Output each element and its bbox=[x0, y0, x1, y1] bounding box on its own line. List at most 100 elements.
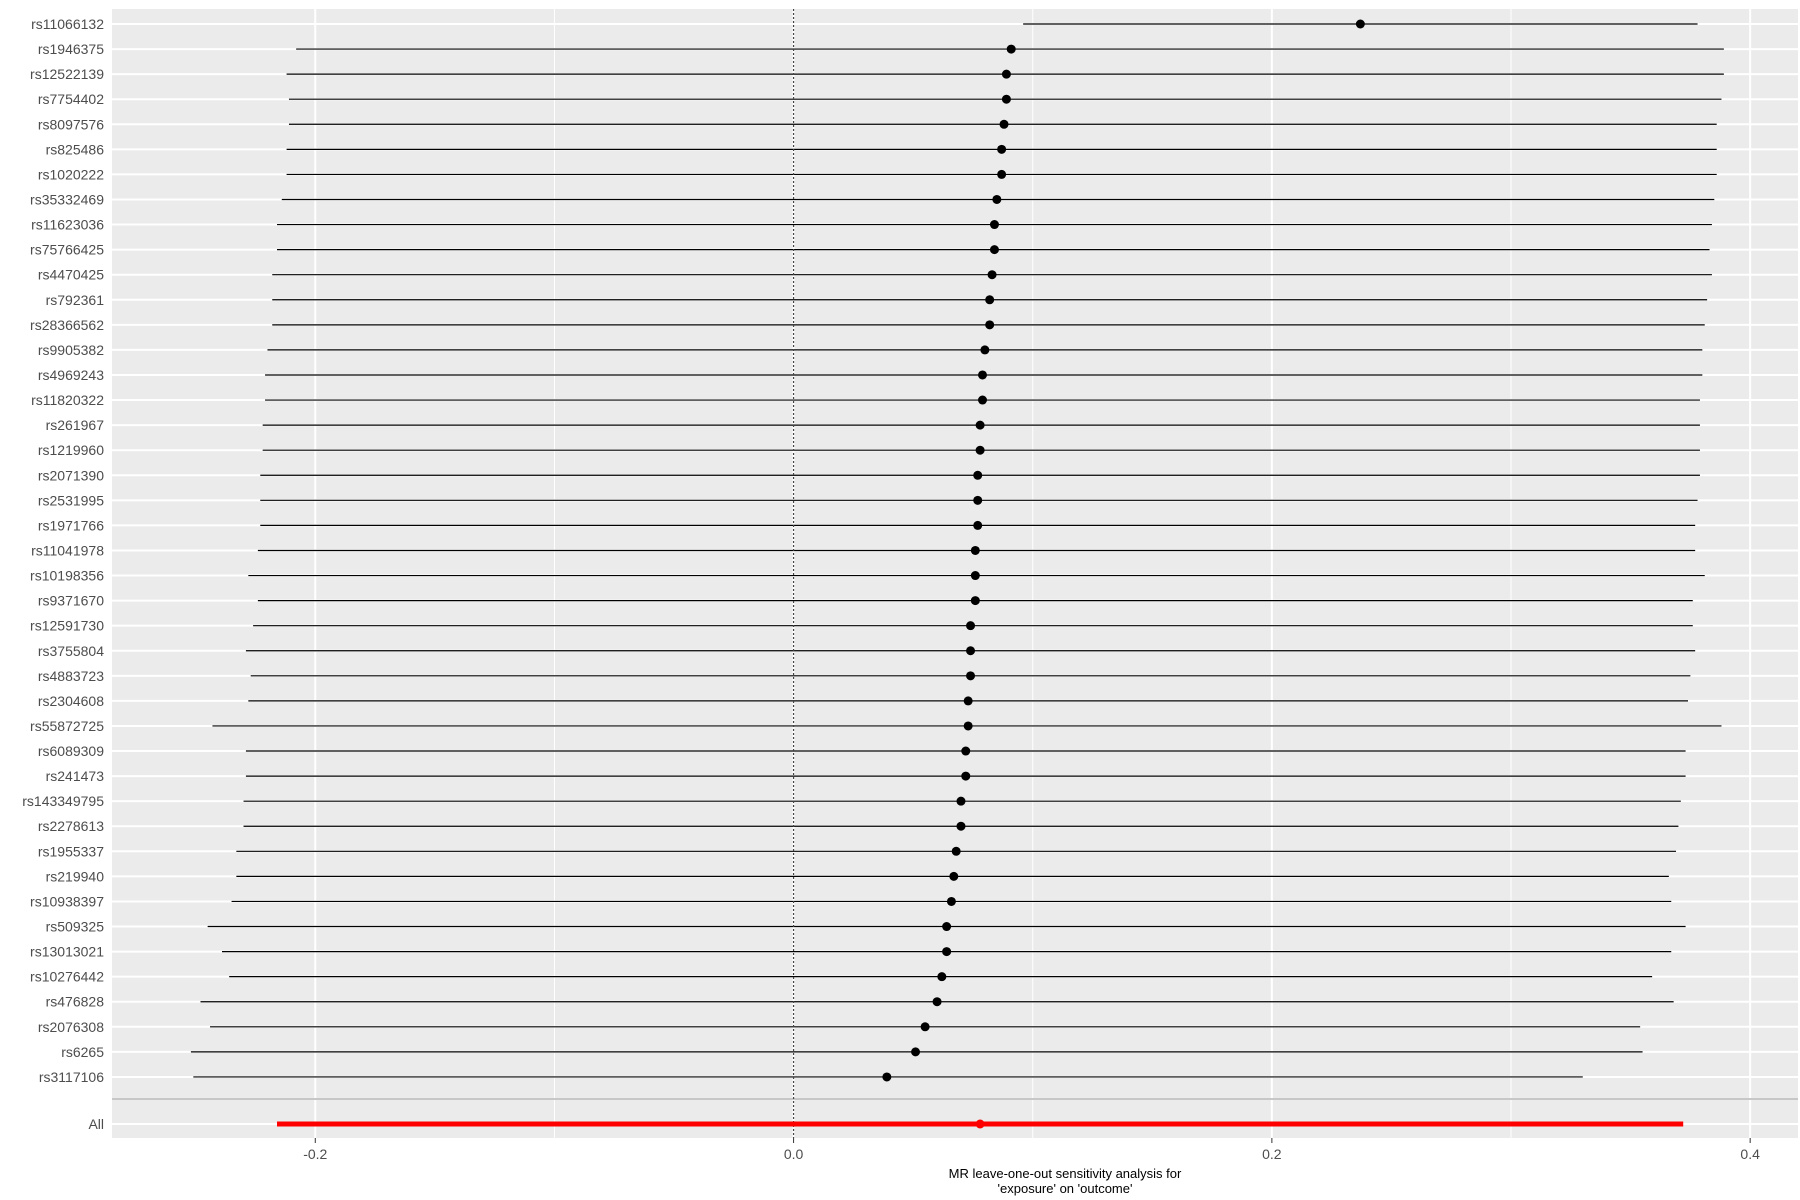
point-rs11820322 bbox=[978, 395, 988, 405]
y-axis-labels: rs11066132 rs1946375 rs12522139 rs7754402 rs… bbox=[22, 16, 104, 1132]
y-label-rs11820322: rs11820322 bbox=[31, 392, 104, 408]
y-label-rs12591730: rs12591730 bbox=[30, 618, 104, 634]
point-rs7754402 bbox=[1001, 94, 1011, 104]
y-label-rs10198356: rs10198356 bbox=[30, 568, 104, 584]
point-rs11066132 bbox=[1355, 19, 1365, 29]
point-rs509325 bbox=[942, 922, 952, 932]
x-tick-label: 0.2 bbox=[1262, 1146, 1282, 1162]
point-overall bbox=[975, 1119, 985, 1129]
point-rs241473 bbox=[961, 771, 971, 781]
y-label-rs10276442: rs10276442 bbox=[30, 969, 104, 985]
y-label-rs2531995: rs2531995 bbox=[38, 492, 104, 508]
point-rs35332469 bbox=[992, 194, 1002, 204]
point-rs9371670 bbox=[970, 596, 980, 606]
y-label-rs792361: rs792361 bbox=[46, 292, 105, 308]
y-label-rs9371670: rs9371670 bbox=[38, 593, 104, 609]
overall-estimate bbox=[277, 1119, 1684, 1129]
point-rs2076308 bbox=[920, 1022, 930, 1032]
y-label-overall: All bbox=[88, 1116, 104, 1132]
point-rs2278613 bbox=[956, 821, 966, 831]
y-label-rs4969243: rs4969243 bbox=[38, 367, 104, 383]
point-rs10938397 bbox=[946, 896, 956, 906]
x-axis-title-line: 'exposure' on 'outcome' bbox=[998, 1181, 1133, 1196]
y-label-rs6089309: rs6089309 bbox=[38, 743, 104, 759]
y-label-rs6265: rs6265 bbox=[61, 1044, 104, 1060]
y-label-rs2304608: rs2304608 bbox=[38, 693, 104, 709]
point-rs219940 bbox=[949, 871, 959, 881]
y-label-rs7754402: rs7754402 bbox=[38, 91, 104, 107]
y-label-rs1020222: rs1020222 bbox=[38, 166, 104, 182]
y-label-rs2278613: rs2278613 bbox=[38, 818, 104, 834]
point-rs1020222 bbox=[997, 169, 1007, 179]
y-label-rs509325: rs509325 bbox=[46, 919, 105, 935]
y-label-rs241473: rs241473 bbox=[46, 768, 105, 784]
y-label-rs1955337: rs1955337 bbox=[38, 843, 104, 859]
y-label-rs2071390: rs2071390 bbox=[38, 467, 104, 483]
snp-rows bbox=[112, 19, 1798, 1125]
point-rs11041978 bbox=[970, 545, 980, 555]
y-label-rs2076308: rs2076308 bbox=[38, 1019, 104, 1035]
point-rs12522139 bbox=[1001, 69, 1011, 79]
y-label-rs219940: rs219940 bbox=[46, 868, 105, 884]
point-rs2071390 bbox=[973, 470, 983, 480]
x-tick-label: -0.2 bbox=[303, 1146, 327, 1162]
y-label-rs1946375: rs1946375 bbox=[38, 41, 104, 57]
point-rs10276442 bbox=[937, 972, 947, 982]
y-label-rs35332469: rs35332469 bbox=[30, 191, 104, 207]
point-rs1971766 bbox=[973, 520, 983, 530]
y-label-rs143349795: rs143349795 bbox=[22, 793, 104, 809]
y-label-rs4470425: rs4470425 bbox=[38, 267, 104, 283]
y-label-rs3755804: rs3755804 bbox=[38, 643, 104, 659]
y-label-rs11041978: rs11041978 bbox=[31, 542, 104, 558]
y-label-rs11623036: rs11623036 bbox=[31, 217, 104, 233]
point-rs1946375 bbox=[1006, 44, 1016, 54]
point-rs6265 bbox=[911, 1047, 921, 1057]
y-label-rs28366562: rs28366562 bbox=[30, 317, 104, 333]
y-label-rs1219960: rs1219960 bbox=[38, 442, 104, 458]
x-axis: -0.2 0.0 0.2 0.4 bbox=[303, 1138, 1760, 1162]
point-rs3755804 bbox=[966, 646, 976, 656]
x-tick-label: 0.4 bbox=[1740, 1146, 1760, 1162]
minor-gridlines bbox=[553, 9, 1512, 1138]
y-label-rs4883723: rs4883723 bbox=[38, 668, 104, 684]
point-rs4470425 bbox=[987, 270, 997, 280]
point-rs2304608 bbox=[963, 696, 973, 706]
point-rs11623036 bbox=[989, 220, 999, 230]
y-label-rs8097576: rs8097576 bbox=[38, 116, 104, 132]
point-rs261967 bbox=[975, 420, 985, 430]
y-label-rs55872725: rs55872725 bbox=[30, 718, 104, 734]
point-rs143349795 bbox=[956, 796, 966, 806]
y-label-rs261967: rs261967 bbox=[46, 417, 105, 433]
x-axis-title: MR leave-one-out sensitivity analysis fo… bbox=[949, 1166, 1182, 1196]
point-rs6089309 bbox=[961, 746, 971, 756]
point-rs4969243 bbox=[978, 370, 988, 380]
point-rs476828 bbox=[932, 997, 942, 1007]
x-tick-label: 0.0 bbox=[784, 1146, 804, 1162]
point-rs12591730 bbox=[966, 621, 976, 631]
point-rs1955337 bbox=[951, 846, 961, 856]
y-label-rs11066132: rs11066132 bbox=[31, 16, 104, 32]
point-rs13013021 bbox=[942, 947, 952, 957]
y-label-rs825486: rs825486 bbox=[46, 141, 105, 157]
point-rs10198356 bbox=[970, 571, 980, 581]
point-rs792361 bbox=[985, 295, 995, 305]
plot-panel bbox=[112, 9, 1798, 1138]
y-label-rs13013021: rs13013021 bbox=[30, 944, 104, 960]
x-axis-title-line: MR leave-one-out sensitivity analysis fo… bbox=[949, 1166, 1182, 1181]
y-label-rs12522139: rs12522139 bbox=[30, 66, 104, 82]
y-label-rs75766425: rs75766425 bbox=[30, 242, 104, 258]
y-label-rs1971766: rs1971766 bbox=[38, 517, 104, 533]
point-rs2531995 bbox=[973, 495, 983, 505]
y-label-rs10938397: rs10938397 bbox=[30, 893, 104, 909]
point-rs1219960 bbox=[975, 445, 985, 455]
point-rs4883723 bbox=[966, 671, 976, 681]
y-label-rs476828: rs476828 bbox=[46, 994, 105, 1010]
y-label-rs9905382: rs9905382 bbox=[38, 342, 104, 358]
y-label-rs3117106: rs3117106 bbox=[39, 1069, 104, 1085]
point-rs55872725 bbox=[963, 721, 973, 731]
point-rs8097576 bbox=[999, 119, 1009, 129]
point-rs75766425 bbox=[989, 245, 999, 255]
point-rs28366562 bbox=[985, 320, 995, 330]
point-rs825486 bbox=[997, 144, 1007, 154]
